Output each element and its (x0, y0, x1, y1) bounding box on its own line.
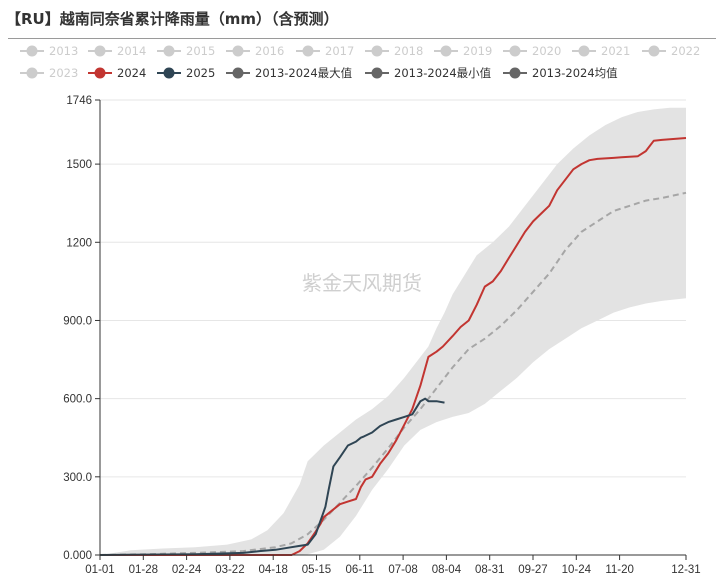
series-line-2013-2024均值 (99, 191, 687, 556)
watermark: 紫金天风期货 (302, 271, 422, 295)
legend-item-2018[interactable]: 2018 (365, 44, 423, 58)
legend-marker (440, 45, 452, 57)
legend-label: 2020 (532, 44, 561, 58)
series-2013-2024-range-band (100, 107, 686, 556)
legend-marker (94, 45, 106, 57)
legend-label: 2016 (255, 44, 284, 58)
legend-label: 2013-2024最小值 (394, 66, 492, 80)
legend: 2013 2014 2015 2016 2017 2018 2019 2020 2021 2022… (20, 44, 700, 80)
legend-marker (578, 45, 590, 57)
x-tick-label: 08-31 (475, 564, 504, 576)
x-tick-label: 10-24 (562, 564, 592, 576)
y-tick-label: 300.0 (63, 472, 92, 484)
legend-item-2014[interactable]: 2014 (88, 44, 146, 58)
legend-label: 2022 (671, 44, 700, 58)
legend-marker (302, 45, 314, 57)
y-tick-label: 1746 (66, 95, 92, 107)
x-tick-label: 03-22 (215, 564, 244, 576)
legend-marker (371, 45, 383, 57)
legend-marker (648, 45, 660, 57)
series-line-2024 (100, 137, 687, 556)
legend-item-2017[interactable]: 2017 (296, 44, 354, 58)
x-tick-label: 08-04 (432, 564, 462, 576)
y-tick-label: 900.0 (63, 315, 92, 327)
legend-item-2020[interactable]: 2020 (503, 44, 561, 58)
x-tick-label: 12-31 (671, 564, 700, 576)
legend-label: 2018 (394, 44, 423, 58)
x-tick-label: 02-24 (172, 564, 202, 576)
legend-item-2021[interactable]: 2021 (572, 44, 630, 58)
chart-title: 【RU】越南同奈省累计降雨量（mm）（含预测） (6, 10, 339, 28)
legend-label: 2013-2024均值 (532, 66, 618, 80)
legend-marker (26, 45, 38, 57)
legend-label: 2021 (601, 44, 630, 58)
y-tick-label: 1200 (66, 237, 92, 249)
legend-label: 2013-2024最大值 (255, 66, 353, 80)
x-tick-label: 06-11 (346, 564, 375, 576)
legend-marker (232, 45, 244, 57)
plot-area (99, 107, 687, 556)
legend-marker (509, 45, 521, 57)
x-tick-label: 04-18 (258, 564, 287, 576)
legend-item-2013[interactable]: 2013 (20, 44, 78, 58)
legend-label: 2015 (186, 44, 215, 58)
legend-marker (509, 67, 521, 79)
legend-marker (163, 67, 175, 79)
series-line-2025 (99, 397, 445, 556)
legend-marker (94, 67, 106, 79)
legend-label: 2013 (49, 44, 78, 58)
legend-item-2013-2024均值[interactable]: 2013-2024均值 (503, 66, 618, 80)
legend-marker (163, 45, 175, 57)
legend-label: 2023 (49, 66, 78, 80)
legend-item-2015[interactable]: 2015 (157, 44, 215, 58)
x-tick-label: 07-08 (388, 564, 417, 576)
legend-marker (26, 67, 38, 79)
legend-item-2024[interactable]: 2024 (88, 66, 146, 80)
x-tick-label: 01-01 (85, 564, 114, 576)
legend-label: 2024 (117, 66, 146, 80)
legend-label: 2014 (117, 44, 146, 58)
legend-item-2022[interactable]: 2022 (642, 44, 700, 58)
y-tick-label: 600.0 (63, 394, 92, 406)
legend-item-2016[interactable]: 2016 (226, 44, 284, 58)
x-tick-label: 05-15 (302, 564, 331, 576)
legend-label: 2025 (186, 66, 215, 80)
legend-marker (232, 67, 244, 79)
legend-item-2013-2024最大值[interactable]: 2013-2024最大值 (226, 66, 353, 80)
x-tick-label: 01-28 (129, 564, 158, 576)
legend-item-2025[interactable]: 2025 (157, 66, 215, 80)
legend-item-2023[interactable]: 2023 (20, 66, 78, 80)
legend-item-2013-2024最小值[interactable]: 2013-2024最小值 (365, 66, 492, 80)
legend-label: 2017 (325, 44, 354, 58)
legend-label: 2019 (463, 44, 492, 58)
x-tick-label: 11-20 (605, 564, 634, 576)
title-divider (8, 38, 716, 39)
legend-marker (371, 67, 383, 79)
y-tick-label: 1500 (66, 159, 92, 171)
y-tick-label: 0.000 (63, 550, 92, 562)
legend-item-2019[interactable]: 2019 (434, 44, 492, 58)
axes: 0.000 300.0 600.0 900.0 1200 1500 1746 01-01 01-… (63, 95, 700, 576)
x-tick-label: 09-27 (518, 564, 547, 576)
